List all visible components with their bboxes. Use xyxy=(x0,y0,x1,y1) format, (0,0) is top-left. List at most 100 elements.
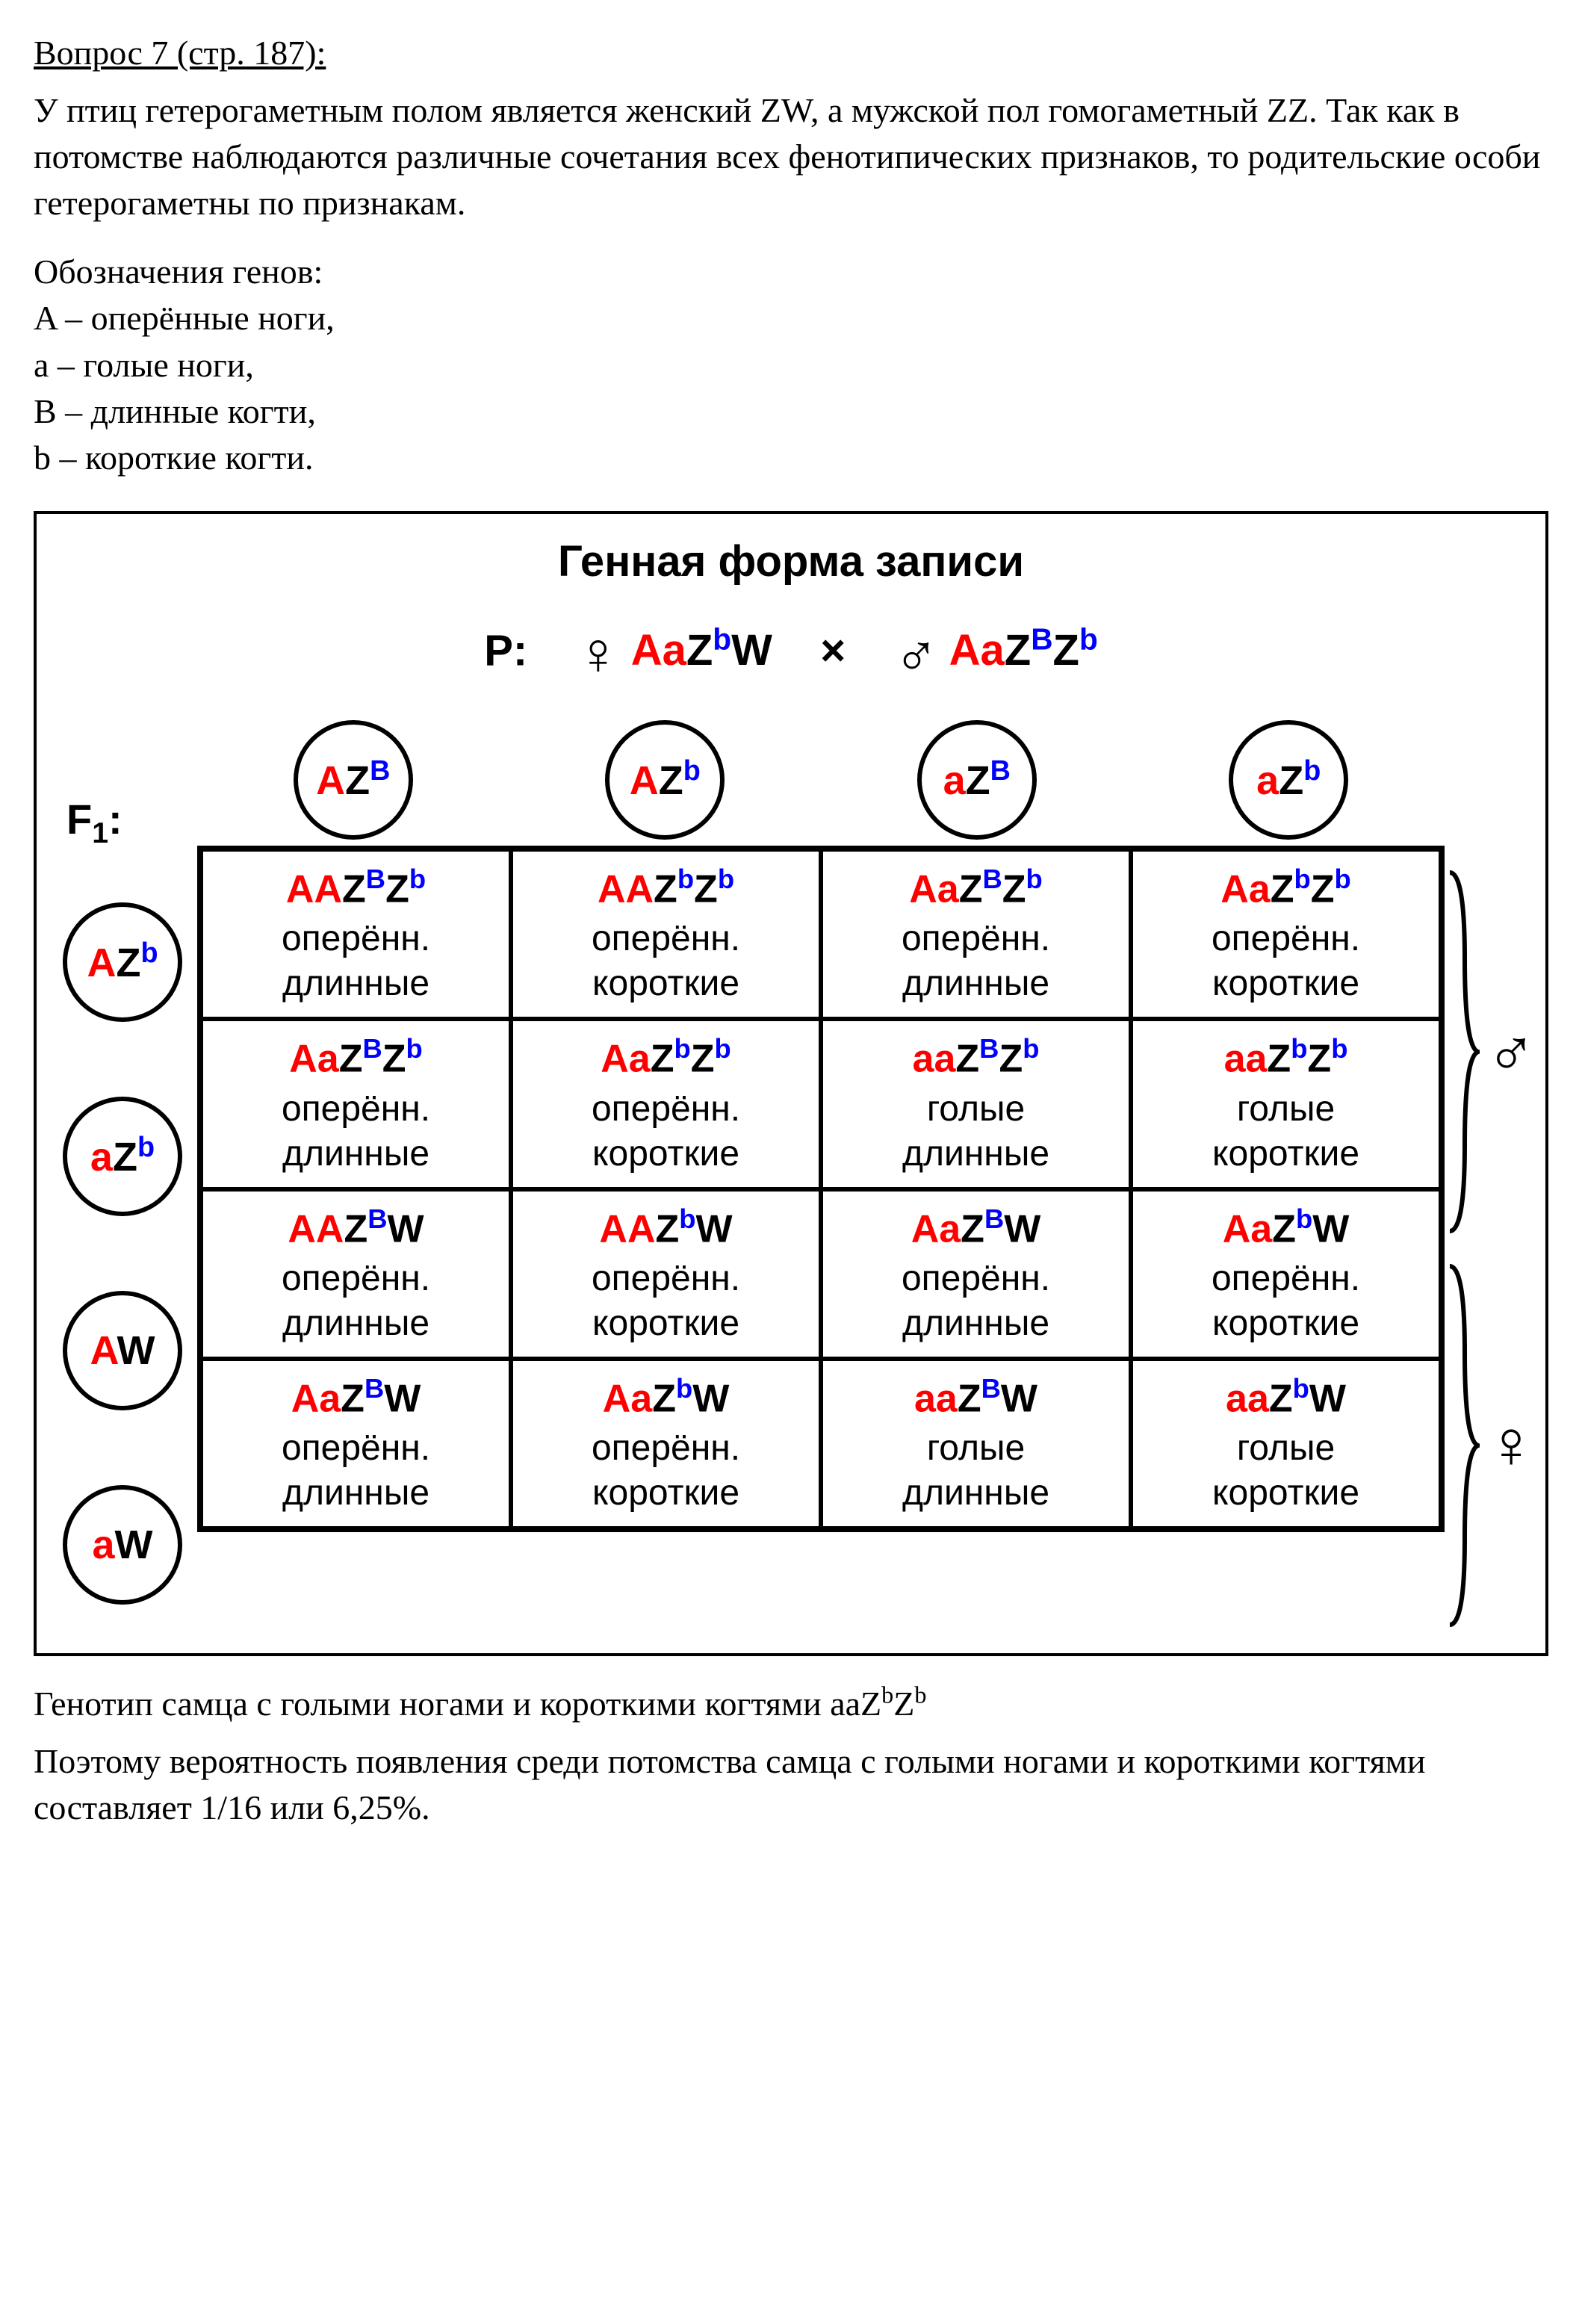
female-symbol-icon: ♀ xyxy=(1486,1400,1536,1491)
cell-genotype: aaZBZb xyxy=(831,1032,1121,1083)
p-label: P: xyxy=(484,626,527,675)
punnett-cell: aaZBW голые длинные xyxy=(821,1359,1131,1528)
def-b-lower: b – короткие когти. xyxy=(34,435,1548,481)
conclusion-probability: Поэтому вероятность появления среди пото… xyxy=(34,1738,1548,1831)
cell-phenotype-2: длинные xyxy=(831,1132,1121,1177)
punnett-cell: AaZbW оперённ. короткие xyxy=(1131,1189,1441,1359)
cell-phenotype-1: оперённ. xyxy=(521,1256,811,1301)
cell-genotype: AaZBZb xyxy=(831,862,1121,914)
cell-genotype: aaZbW xyxy=(1141,1372,1431,1423)
male-symbol-icon: ♂ xyxy=(894,613,939,694)
cell-phenotype-2: короткие xyxy=(521,1301,811,1346)
cell-phenotype-2: длинные xyxy=(211,1301,501,1346)
left-column: F1: AZbaZbAWaW xyxy=(48,720,197,1642)
punnett-cell: AaZBW оперённ. длинные xyxy=(821,1189,1131,1359)
cell-phenotype-1: голые xyxy=(831,1426,1121,1471)
cell-phenotype-1: оперённ. xyxy=(1141,917,1431,961)
cell-phenotype-1: оперённ. xyxy=(521,1426,811,1471)
punnett-cell: AaZBW оперённ. длинные xyxy=(201,1359,511,1528)
cross-symbol: × xyxy=(820,626,846,675)
cell-genotype: AAZbZb xyxy=(521,862,811,914)
left-gamete: aZb xyxy=(63,1097,182,1216)
left-gamete: AW xyxy=(63,1291,182,1410)
cell-phenotype-1: голые xyxy=(1141,1426,1431,1471)
cell-phenotype-2: длинные xyxy=(211,961,501,1006)
cell-genotype: AAZBZb xyxy=(211,862,501,914)
gamete-circle: AZB xyxy=(294,720,413,840)
punnett-cell: AaZbZb оперённ. короткие xyxy=(1131,849,1441,1019)
punnett-cell: aaZbW голые короткие xyxy=(1131,1359,1441,1528)
male-genotype: AaZBZb xyxy=(949,626,1098,675)
cell-phenotype-1: оперённ. xyxy=(521,1087,811,1132)
cell-phenotype-2: длинные xyxy=(831,1471,1121,1516)
top-gamete: AZB xyxy=(197,720,509,840)
cell-phenotype-1: оперённ. xyxy=(211,1256,501,1301)
cell-phenotype-2: длинные xyxy=(211,1132,501,1177)
def-a-lower: a – голые ноги, xyxy=(34,342,1548,388)
question-heading: Вопрос 7 (стр. 187): xyxy=(34,30,1548,76)
main-column: AZBAZbaZBaZb AAZBZb оперённ. длинныеAAZb… xyxy=(197,720,1445,1532)
punnett-cell: AaZbZb оперённ. короткие xyxy=(511,1019,821,1189)
cell-genotype: aaZbZb xyxy=(1141,1032,1431,1083)
gamete-circle: aZb xyxy=(1229,720,1348,840)
gene-definitions: Обозначения генов: A – оперённые ноги, a… xyxy=(34,249,1548,480)
male-symbol-icon: ♂ xyxy=(1486,1006,1536,1097)
cell-genotype: AaZbZb xyxy=(1141,862,1431,914)
cell-genotype: AaZbW xyxy=(521,1372,811,1423)
cell-phenotype-1: голые xyxy=(831,1087,1121,1132)
cell-phenotype-1: оперённ. xyxy=(831,917,1121,961)
cell-phenotype-1: оперённ. xyxy=(1141,1256,1431,1301)
cell-genotype: AaZBZb xyxy=(211,1032,501,1083)
gamete-circle: aZB xyxy=(917,720,1037,840)
female-bracket: ♀ xyxy=(1442,1256,1536,1634)
left-gamete: AZb xyxy=(63,902,182,1022)
cell-phenotype-1: оперённ. xyxy=(211,1087,501,1132)
left-gametes: AZbaZbAWaW xyxy=(63,865,182,1642)
cell-genotype: AAZbW xyxy=(521,1202,811,1254)
punnett-cell: AaZBZb оперённ. длинные xyxy=(821,849,1131,1019)
top-gamete: aZb xyxy=(1133,720,1445,840)
cell-phenotype-2: короткие xyxy=(1141,1301,1431,1346)
punnett-cell: AaZbW оперённ. короткие xyxy=(511,1359,821,1528)
punnett-cell: AaZBZb оперённ. длинные xyxy=(201,1019,511,1189)
punnett-cell: aaZbZb голые короткие xyxy=(1131,1019,1441,1189)
f1-label: F1: xyxy=(66,791,122,854)
female-symbol-icon: ♀ xyxy=(576,613,621,694)
brace-icon xyxy=(1442,1259,1480,1632)
gamete-circle: AZb xyxy=(605,720,725,840)
cell-genotype: aaZBW xyxy=(831,1372,1121,1423)
cell-phenotype-1: оперённ. xyxy=(211,917,501,961)
right-column: ♂ ♀ xyxy=(1445,720,1534,1642)
punnett-grid: AAZBZb оперённ. длинныеAAZbZb оперённ. к… xyxy=(197,846,1445,1532)
def-b-upper: B – длинные когти, xyxy=(34,388,1548,435)
intro-paragraph: У птиц гетерогаметным полом является жен… xyxy=(34,87,1548,226)
cell-phenotype-2: короткие xyxy=(521,1132,811,1177)
top-gamete: AZb xyxy=(509,720,822,840)
cell-phenotype-2: короткие xyxy=(1141,961,1431,1006)
male-bracket: ♂ xyxy=(1442,863,1536,1241)
punnett-cell: AAZBZb оперённ. длинные xyxy=(201,849,511,1019)
cell-phenotype-2: короткие xyxy=(1141,1132,1431,1177)
cell-genotype: AaZbZb xyxy=(521,1032,811,1083)
defs-title: Обозначения генов: xyxy=(34,249,1548,295)
cell-genotype: AaZbW xyxy=(1141,1202,1431,1254)
punnett-cell: AAZbW оперённ. короткие xyxy=(511,1189,821,1359)
punnett-cell: AAZbZb оперённ. короткие xyxy=(511,849,821,1019)
cell-genotype: AaZBW xyxy=(211,1372,501,1423)
conclusion-genotype: Генотип самца с голыми ногами и коротким… xyxy=(34,1679,1548,1726)
parents-row: P: ♀ AaZbW × ♂ AaZBZb xyxy=(48,613,1534,694)
punnett-cell: aaZBZb голые длинные xyxy=(821,1019,1131,1189)
cell-phenotype-1: оперённ. xyxy=(831,1256,1121,1301)
punnett-cell: AAZBW оперённ. длинные xyxy=(201,1189,511,1359)
cell-phenotype-2: короткие xyxy=(1141,1471,1431,1516)
cell-phenotype-2: длинные xyxy=(831,1301,1121,1346)
female-genotype: AaZbW xyxy=(631,626,784,675)
brace-icon xyxy=(1442,865,1480,1239)
cell-phenotype-2: короткие xyxy=(521,1471,811,1516)
cell-phenotype-2: короткие xyxy=(521,961,811,1006)
def-a-upper: A – оперённые ноги, xyxy=(34,295,1548,341)
cell-phenotype-1: оперённ. xyxy=(521,917,811,961)
punnett-diagram: Генная форма записи P: ♀ AaZbW × ♂ AaZBZ… xyxy=(34,511,1548,1656)
top-gametes: AZB AZb aZB aZb xyxy=(197,720,1445,840)
cell-genotype: AAZBW xyxy=(211,1202,501,1254)
